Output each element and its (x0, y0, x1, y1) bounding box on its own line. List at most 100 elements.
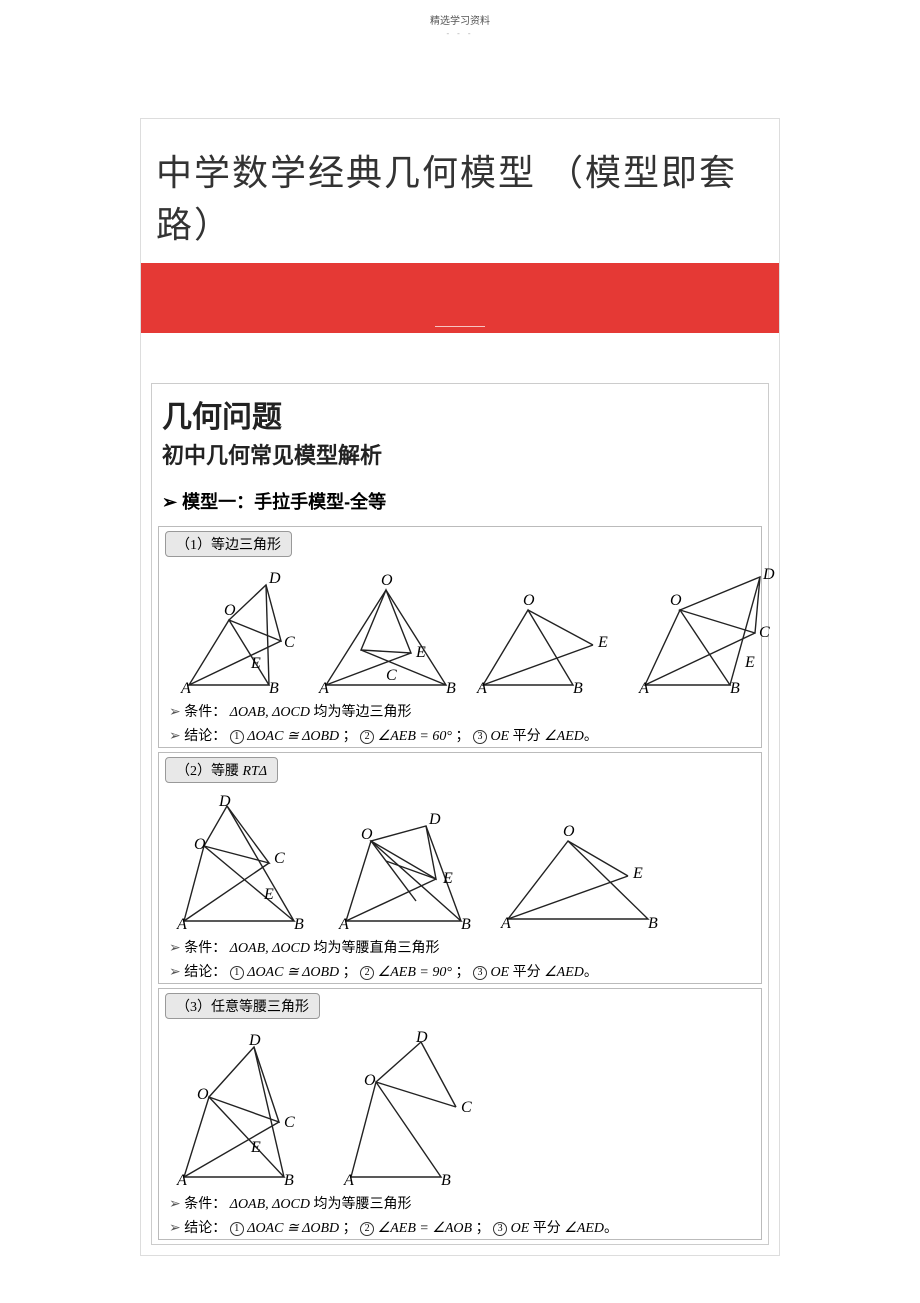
svg-text:D: D (218, 793, 231, 810)
case1-fig4: OD CE AB (635, 565, 775, 695)
circ-3: 3 (473, 966, 487, 980)
svg-text:B: B (294, 916, 304, 931)
case1-condition: 条件： ΔOAB, ΔOCD 均为等边三角形 (159, 699, 761, 723)
case3-box: （3）任意等腰三角形 DO CE AB (158, 988, 762, 1240)
res3a: OE (511, 1221, 530, 1236)
case1-fig2: O EC AB (311, 565, 461, 695)
case1-result: 结论： 1 ΔOAC ≅ ΔOBD ； 2 ∠AEB = 60° ； 3 OE … (159, 723, 761, 747)
svg-text:C: C (284, 1114, 295, 1131)
model1-header: 模型一：手拉手模型-全等 (152, 480, 768, 522)
svg-text:B: B (446, 680, 456, 695)
case3-result: 结论： 1 ΔOAC ≅ ΔOBD ； 2 ∠AEB = ∠AOB ； 3 OE… (159, 1215, 761, 1239)
svg-text:D: D (268, 570, 281, 587)
res3c: ∠AED (544, 729, 584, 744)
case2-result: 结论： 1 ΔOAC ≅ ΔOBD ； 2 ∠AEB = 90° ； 3 OE … (159, 959, 761, 983)
res3b: 平分 (509, 965, 544, 980)
case2-fig1: DO CE AB (169, 791, 319, 931)
res1: ΔOAC ≅ ΔOBD (247, 965, 339, 980)
svg-text:D: D (428, 811, 441, 828)
res-end: 。 (604, 1221, 618, 1236)
res3b: 平分 (529, 1221, 564, 1236)
case2-label-math: RTΔ (243, 764, 268, 779)
circ-2: 2 (360, 966, 374, 980)
svg-text:B: B (573, 680, 583, 695)
cond-math: ΔOAB, ΔOCD (230, 941, 310, 956)
res3c: ∠AED (544, 965, 584, 980)
svg-text:D: D (248, 1032, 261, 1049)
red-banner (141, 263, 779, 333)
svg-text:C: C (759, 624, 770, 641)
res3b: 平分 (509, 729, 544, 744)
case3-condition: 条件： ΔOAB, ΔOCD 均为等腰三角形 (159, 1191, 761, 1215)
svg-text:B: B (269, 680, 279, 695)
header-dashes: - - - (0, 29, 920, 38)
svg-text:E: E (415, 644, 426, 661)
circ-2: 2 (360, 1222, 374, 1236)
svg-text:D: D (415, 1029, 428, 1046)
circ-1: 1 (230, 1222, 244, 1236)
svg-text:E: E (263, 886, 274, 903)
section-subtitle: 初中几何常见模型解析 (152, 436, 768, 480)
case1-fig3: O E A B (473, 575, 623, 695)
svg-text:E: E (250, 655, 261, 672)
svg-text:E: E (597, 634, 608, 651)
svg-text:C: C (284, 634, 295, 651)
res-end: 。 (584, 965, 598, 980)
cond-suffix: 均为等腰直角三角形 (313, 941, 439, 956)
svg-text:O: O (523, 592, 535, 609)
case2-condition: 条件： ΔOAB, ΔOCD 均为等腰直角三角形 (159, 935, 761, 959)
page-container: 中学数学经典几何模型 （模型即套路） 几何问题 初中几何常见模型解析 模型一：手… (140, 118, 780, 1256)
svg-text:B: B (284, 1172, 294, 1187)
res2: ∠AEB = ∠AOB (378, 1221, 472, 1236)
res3a: OE (490, 729, 509, 744)
case2-fig3: OE AB (493, 811, 663, 931)
svg-text:A: A (318, 680, 329, 695)
svg-text:B: B (730, 680, 740, 695)
svg-text:B: B (648, 915, 658, 931)
header-watermark: 精选学习资料 (0, 0, 920, 27)
svg-text:O: O (224, 602, 236, 619)
svg-text:O: O (361, 826, 373, 843)
cond-prefix: 条件： (184, 941, 226, 956)
svg-text:C: C (386, 667, 397, 684)
circ-1: 1 (230, 730, 244, 744)
case2-label-prefix: （2）等腰 (176, 764, 243, 779)
res-prefix: 结论： (184, 1221, 226, 1236)
circ-3: 3 (493, 1222, 507, 1236)
cond-suffix: 均为等腰三角形 (313, 1197, 411, 1212)
cond-math: ΔOAB, ΔOCD (230, 1197, 310, 1212)
res2: ∠AEB = 90° (378, 965, 452, 980)
res3c: ∠AED (564, 1221, 604, 1236)
svg-text:E: E (442, 870, 453, 887)
svg-text:E: E (632, 865, 643, 882)
res-end: 。 (584, 729, 598, 744)
case3-diagrams: DO CE AB DO C AB (159, 1023, 761, 1191)
svg-text:A: A (343, 1172, 354, 1187)
svg-text:A: A (638, 680, 649, 695)
svg-text:A: A (500, 915, 511, 931)
case3-label: （3）任意等腰三角形 (165, 993, 320, 1019)
svg-text:O: O (194, 836, 206, 853)
svg-text:O: O (670, 592, 682, 609)
svg-text:A: A (180, 680, 191, 695)
case2-diagrams: DO CE AB OD E AB (159, 787, 761, 935)
banner-underline (435, 326, 485, 327)
svg-text:A: A (338, 916, 349, 931)
res1: ΔOAC ≅ ΔOBD (247, 729, 339, 744)
section-title: 几何问题 (152, 384, 768, 436)
page-title: 中学数学经典几何模型 （模型即套路） (141, 119, 779, 263)
case2-fig2: OD E AB (331, 791, 481, 931)
case3-fig1: DO CE AB (169, 1027, 319, 1187)
res-prefix: 结论： (184, 729, 226, 744)
res3a: OE (490, 965, 509, 980)
cond-prefix: 条件： (184, 705, 226, 720)
case1-box: （1）等边三角形 OD CE AB (158, 526, 762, 748)
svg-text:C: C (461, 1099, 472, 1116)
res2: ∠AEB = 60° (378, 729, 452, 744)
circ-2: 2 (360, 730, 374, 744)
svg-text:A: A (476, 680, 487, 695)
svg-text:O: O (197, 1086, 209, 1103)
circ-3: 3 (473, 730, 487, 744)
case2-box: （2）等腰 RTΔ DO CE AB (158, 752, 762, 984)
case3-fig2: DO C AB (331, 1027, 481, 1187)
